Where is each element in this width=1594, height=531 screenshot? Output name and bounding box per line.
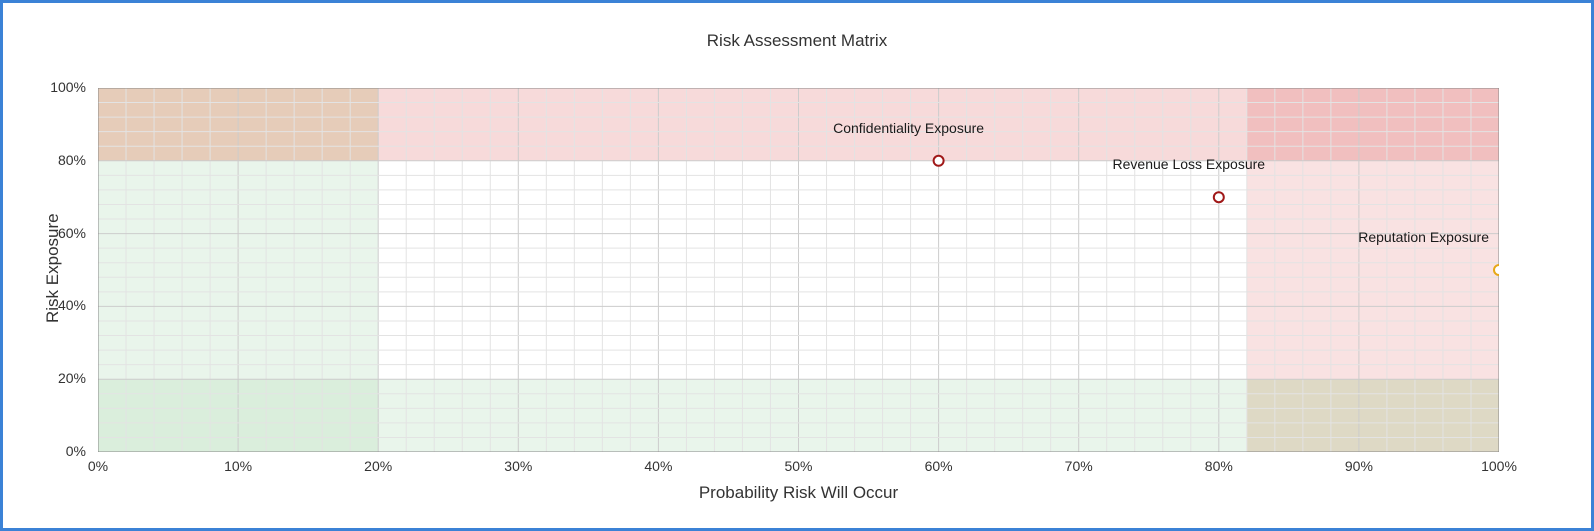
y-tick-label: 0%	[66, 443, 86, 459]
x-axis-label: Probability Risk Will Occur	[98, 483, 1499, 503]
x-tick-label: 40%	[638, 458, 678, 474]
x-tick-label: 80%	[1199, 458, 1239, 474]
x-tick-label: 30%	[498, 458, 538, 474]
risk-zone	[1247, 161, 1499, 379]
x-tick-label: 70%	[1059, 458, 1099, 474]
x-tick-label: 20%	[358, 458, 398, 474]
x-tick-label: 10%	[218, 458, 258, 474]
x-tick-label: 90%	[1339, 458, 1379, 474]
data-point-label: Revenue Loss Exposure	[1113, 156, 1266, 172]
x-tick-label: 60%	[919, 458, 959, 474]
chart-frame: Risk Assessment Matrix Risk Exposure Pro…	[0, 0, 1594, 531]
data-point	[1494, 265, 1499, 275]
chart-title: Risk Assessment Matrix	[3, 31, 1591, 51]
x-tick-label: 100%	[1479, 458, 1519, 474]
data-point-label: Confidentiality Exposure	[833, 120, 984, 136]
y-tick-label: 60%	[58, 225, 86, 241]
y-tick-label: 80%	[58, 152, 86, 168]
risk-zone	[1247, 88, 1499, 161]
data-point	[934, 156, 944, 166]
y-tick-label: 40%	[58, 297, 86, 313]
plot-area: Confidentiality Exposure Revenue Loss Exp…	[98, 88, 1499, 452]
y-tick-label: 100%	[50, 79, 86, 95]
x-tick-label: 50%	[779, 458, 819, 474]
risk-zone	[378, 88, 1247, 161]
y-tick-label: 20%	[58, 370, 86, 386]
data-point-label: Reputation Exposure	[1358, 229, 1489, 245]
x-tick-label: 0%	[78, 458, 118, 474]
risk-zone	[1247, 379, 1499, 452]
data-point	[1214, 192, 1224, 202]
risk-zone	[378, 379, 1247, 452]
